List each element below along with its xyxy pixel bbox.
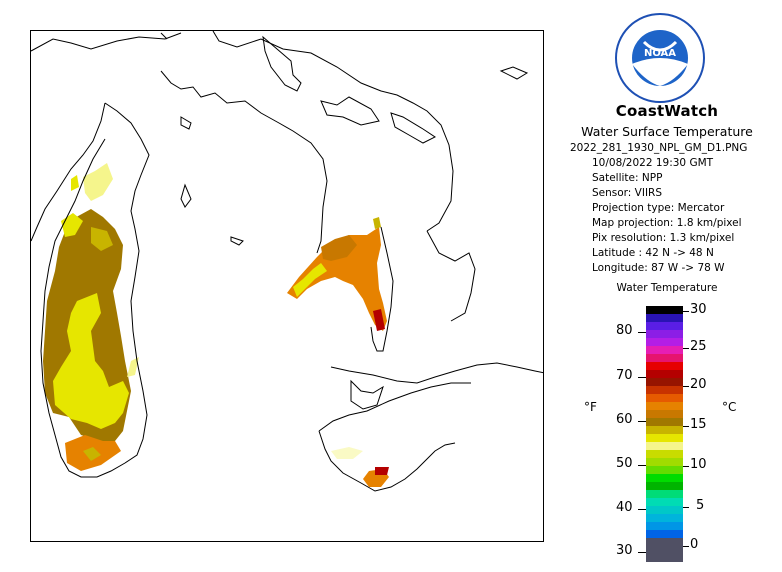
color-scale-swatch bbox=[646, 482, 683, 490]
app-title: CoastWatch bbox=[615, 102, 719, 120]
celsius-tick-mark bbox=[683, 348, 689, 349]
celsius-tick: 5 bbox=[696, 498, 705, 513]
color-scale-swatch bbox=[646, 418, 683, 426]
color-scale-swatch bbox=[646, 450, 683, 458]
fahrenheit-tick: 60 bbox=[616, 412, 633, 427]
satellite-label: Satellite: NPP bbox=[592, 172, 663, 184]
color-scale-swatch bbox=[646, 474, 683, 482]
color-scale-swatch bbox=[646, 362, 683, 370]
celsius-tick-mark bbox=[683, 386, 689, 387]
map-panel[interactable] bbox=[30, 30, 544, 542]
fahrenheit-tick-mark bbox=[638, 509, 646, 510]
fahrenheit-tick-mark bbox=[638, 332, 646, 333]
color-scale-swatch bbox=[646, 522, 683, 530]
celsius-tick: 25 bbox=[690, 339, 707, 354]
color-scale-swatch bbox=[646, 434, 683, 442]
fahrenheit-tick: 40 bbox=[616, 500, 633, 515]
color-scale-swatch bbox=[646, 498, 683, 506]
fahrenheit-tick-mark bbox=[638, 377, 646, 378]
celsius-tick-mark bbox=[683, 466, 689, 467]
color-scale-swatch bbox=[646, 370, 683, 378]
fahrenheit-unit-label: °F bbox=[584, 400, 597, 414]
lake-huron-temperature bbox=[287, 217, 387, 331]
color-scale-swatch bbox=[646, 346, 683, 354]
color-scale-swatch bbox=[646, 402, 683, 410]
color-scale-swatch bbox=[646, 442, 683, 450]
fahrenheit-tick: 70 bbox=[616, 368, 633, 383]
sensor-label: Sensor: VIIRS bbox=[592, 187, 663, 199]
lake-michigan-temperature bbox=[43, 163, 139, 471]
celsius-tick: 0 bbox=[690, 537, 699, 552]
color-scale-swatch bbox=[646, 306, 683, 314]
fahrenheit-tick: 30 bbox=[616, 543, 633, 558]
color-scale-swatch bbox=[646, 530, 683, 538]
legend-panel: NOAA CoastWatch Water Surface Temperatur… bbox=[552, 0, 782, 572]
color-scale-swatch bbox=[646, 546, 683, 554]
logo-text: NOAA bbox=[644, 48, 676, 59]
celsius-tick-mark bbox=[683, 426, 689, 427]
projection-type-label: Projection type: Mercator bbox=[592, 202, 725, 214]
fahrenheit-tick-mark bbox=[638, 465, 646, 466]
color-scale-swatch bbox=[646, 378, 683, 386]
lake-erie-temperature bbox=[331, 447, 389, 487]
color-scale-swatch bbox=[646, 554, 683, 562]
color-scale-swatch bbox=[646, 394, 683, 402]
fahrenheit-tick: 50 bbox=[616, 456, 633, 471]
fahrenheit-tick-mark bbox=[638, 552, 646, 553]
color-scale-swatch bbox=[646, 322, 683, 330]
celsius-tick-mark bbox=[683, 311, 689, 312]
color-scale-swatch bbox=[646, 386, 683, 394]
color-scale-swatch bbox=[646, 514, 683, 522]
pix-resolution-label: Pix resolution: 1.3 km/pixel bbox=[592, 232, 735, 244]
longitude-label: Longitude: 87 W -> 78 W bbox=[592, 262, 725, 274]
map-projection-label: Map projection: 1.8 km/pixel bbox=[592, 217, 742, 229]
image-filename: 2022_281_1930_NPL_GM_D1.PNG bbox=[570, 142, 748, 154]
color-scale-swatch bbox=[646, 338, 683, 346]
color-scale-swatch bbox=[646, 490, 683, 498]
celsius-tick-mark bbox=[683, 546, 689, 547]
shoreline-outlines bbox=[31, 31, 543, 492]
color-scale-bar bbox=[646, 306, 683, 562]
color-scale-swatch bbox=[646, 426, 683, 434]
color-scale-swatch bbox=[646, 354, 683, 362]
celsius-unit-label: °C bbox=[722, 400, 737, 414]
color-scale-swatch bbox=[646, 314, 683, 322]
celsius-tick-mark bbox=[683, 507, 689, 508]
fahrenheit-tick-mark bbox=[638, 421, 646, 422]
noaa-logo-icon: NOAA bbox=[615, 13, 705, 103]
fahrenheit-tick: 80 bbox=[616, 323, 633, 338]
celsius-tick: 30 bbox=[690, 302, 707, 317]
color-scale-swatch bbox=[646, 330, 683, 338]
celsius-tick: 15 bbox=[690, 417, 707, 432]
color-scale-swatch bbox=[646, 506, 683, 514]
celsius-tick: 10 bbox=[690, 457, 707, 472]
image-datetime: 10/08/2022 19:30 GMT bbox=[592, 157, 714, 169]
color-scale-swatch bbox=[646, 458, 683, 466]
product-subtitle: Water Surface Temperature bbox=[581, 124, 753, 139]
color-scale-swatch bbox=[646, 466, 683, 474]
color-scale-swatch bbox=[646, 538, 683, 546]
latitude-label: Latitude : 42 N -> 48 N bbox=[592, 247, 714, 259]
color-scale-swatch bbox=[646, 410, 683, 418]
color-scale-title: Water Temperature bbox=[616, 282, 718, 294]
great-lakes-map bbox=[31, 31, 543, 492]
celsius-tick: 20 bbox=[690, 377, 707, 392]
